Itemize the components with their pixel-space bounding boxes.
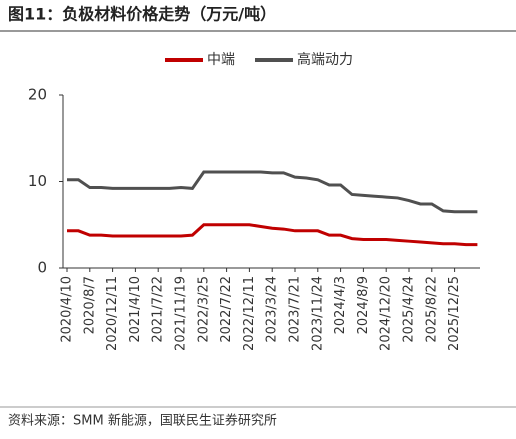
y-tick-label: 10 (28, 172, 47, 190)
x-tick-label: 2023/3/24 (265, 276, 280, 343)
x-tick-label: 2020/4/10 (60, 276, 75, 343)
x-tick-label: 2020/12/11 (105, 276, 120, 351)
y-tick-label: 20 (28, 86, 47, 104)
series-line (67, 170, 478, 214)
x-tick-label: 2024/4/3 (333, 276, 348, 334)
x-tick-label: 2022/3/25 (196, 276, 211, 343)
y-tick-label: 0 (37, 259, 47, 277)
x-tick-label: 2023/11/24 (310, 276, 325, 351)
x-tick-label: 2022/12/11 (242, 276, 257, 351)
legend-label: 中端 (207, 52, 235, 68)
legend-label: 高端动力 (297, 51, 353, 68)
x-tick-label: 2024/8/9 (356, 276, 371, 334)
x-tick-label: 2020/8/7 (82, 276, 97, 334)
x-tick-label: 2021/7/22 (151, 276, 166, 343)
x-tick-label: 2021/4/10 (128, 276, 143, 343)
chart-title: 图11：负极材料价格走势（万元/吨） (8, 5, 276, 24)
x-tick-label: 2025/12/25 (447, 276, 462, 351)
series-line (67, 223, 478, 247)
x-tick-label: 2025/8/22 (424, 276, 439, 343)
x-tick-label: 2022/7/22 (219, 276, 234, 343)
x-tick-label: 2023/7/21 (288, 276, 303, 343)
x-tick-label: 2024/12/20 (379, 276, 394, 351)
x-tick-label: 2025/4/24 (402, 276, 417, 343)
x-tick-label: 2021/11/19 (174, 276, 189, 351)
source: 资料来源：SMM 新能源，国联民生证券研究所 (8, 413, 277, 429)
